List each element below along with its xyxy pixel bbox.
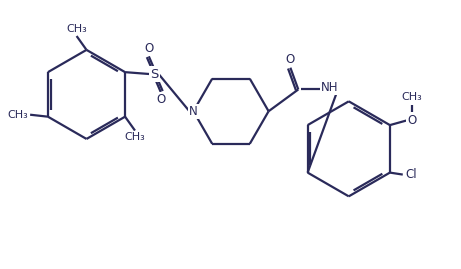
Text: S: S: [151, 68, 159, 81]
Text: CH₃: CH₃: [8, 110, 29, 120]
Text: O: O: [156, 93, 165, 106]
Text: O: O: [407, 114, 416, 127]
Text: CH₃: CH₃: [124, 132, 145, 143]
Text: O: O: [144, 42, 154, 55]
Text: O: O: [286, 53, 295, 66]
Text: CH₃: CH₃: [402, 92, 422, 102]
Text: N: N: [189, 105, 198, 118]
Text: CH₃: CH₃: [66, 24, 87, 34]
Text: NH: NH: [321, 81, 339, 94]
Text: Cl: Cl: [406, 168, 418, 181]
